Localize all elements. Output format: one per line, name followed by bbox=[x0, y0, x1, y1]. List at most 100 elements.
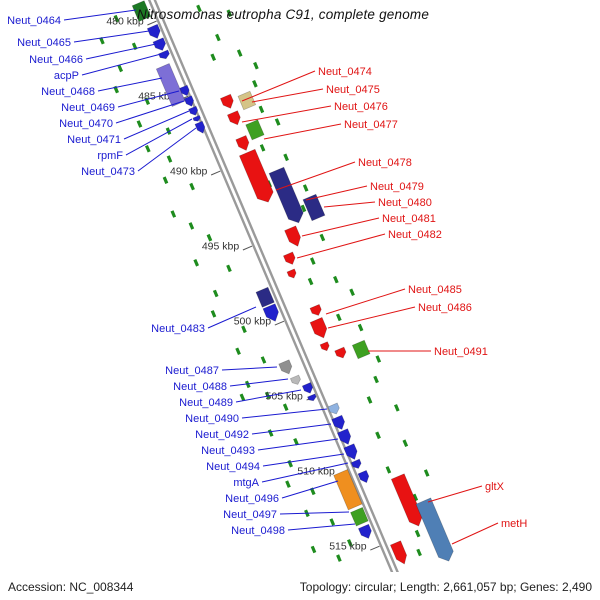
codon-mark bbox=[310, 257, 316, 265]
gene-label[interactable]: Neut_0481 bbox=[382, 213, 436, 225]
codon-mark bbox=[267, 429, 274, 437]
axis-tick bbox=[242, 245, 253, 251]
gene-label[interactable]: Neut_0474 bbox=[318, 66, 372, 78]
gene-label[interactable]: Neut_0476 bbox=[334, 101, 388, 113]
gene-Neut_0485[interactable] bbox=[309, 303, 322, 316]
gene-label[interactable]: Neut_0464 bbox=[7, 15, 61, 27]
gene-Neut_0482[interactable] bbox=[282, 251, 296, 265]
axis-tick bbox=[210, 170, 221, 176]
gene-Neut_0487[interactable] bbox=[278, 359, 293, 375]
gene-label[interactable]: Neut_0494 bbox=[206, 461, 260, 473]
gene-label[interactable]: Neut_0471 bbox=[67, 134, 121, 146]
gene-label[interactable]: Neut_0489 bbox=[179, 397, 233, 409]
gene-label[interactable]: Neut_0497 bbox=[223, 509, 277, 521]
gene-label[interactable]: Neut_0479 bbox=[370, 181, 424, 193]
gene-Neut_0466[interactable] bbox=[152, 37, 166, 51]
gene-Neut_0474[interactable] bbox=[219, 93, 234, 109]
gene-Neut_0471[interactable] bbox=[188, 105, 199, 116]
axis-tick-label: 495 kbp bbox=[202, 241, 240, 253]
gene-Neut_0494[interactable] bbox=[343, 443, 358, 460]
gene-label[interactable]: Neut_0482 bbox=[388, 229, 442, 241]
gene-label[interactable]: Neut_0486 bbox=[418, 302, 472, 314]
gene-label[interactable]: Neut_0473 bbox=[81, 166, 135, 178]
status-bar: Accession: NC_008344 Topology: circular;… bbox=[0, 573, 600, 600]
gene-label[interactable]: Neut_0485 bbox=[408, 284, 462, 296]
label-leader-line bbox=[281, 480, 339, 499]
gene-Neut_0490[interactable] bbox=[327, 402, 340, 415]
gene-Neut_0473[interactable] bbox=[194, 120, 206, 134]
gene-label[interactable]: Neut_0468 bbox=[41, 86, 95, 98]
gene-label[interactable]: gltX bbox=[485, 481, 505, 493]
gene-label[interactable]: Neut_0470 bbox=[59, 118, 113, 130]
gene-label[interactable]: Neut_0483 bbox=[151, 323, 205, 335]
gene-rpmF[interactable] bbox=[192, 114, 201, 122]
gene-Neut_0488[interactable] bbox=[289, 374, 301, 385]
gene-feature[interactable] bbox=[255, 286, 275, 308]
label-leader-line bbox=[305, 185, 368, 201]
gene-label[interactable]: rpmF bbox=[97, 150, 123, 162]
gene-label[interactable]: Neut_0492 bbox=[195, 429, 249, 441]
gene-label[interactable]: Neut_0466 bbox=[29, 54, 83, 66]
gene-Neut_0465[interactable] bbox=[146, 23, 161, 39]
gene-label[interactable]: acpP bbox=[54, 70, 79, 82]
codon-mark bbox=[253, 61, 259, 70]
gene-label[interactable]: Neut_0480 bbox=[378, 197, 432, 209]
gene-metH[interactable] bbox=[415, 497, 454, 562]
gene-label[interactable]: Neut_0475 bbox=[326, 84, 380, 96]
codon-mark bbox=[373, 375, 379, 384]
gene-label[interactable]: Neut_0488 bbox=[173, 381, 227, 393]
codon-mark bbox=[206, 233, 213, 242]
gene-Neut_0493[interactable] bbox=[336, 428, 352, 445]
gene-label[interactable]: Neut_0478 bbox=[358, 157, 412, 169]
gene-Neut_0480[interactable] bbox=[302, 193, 326, 222]
label-leader-line bbox=[207, 306, 257, 329]
gene-Neut_0489[interactable] bbox=[301, 382, 314, 394]
gene-feature[interactable] bbox=[307, 393, 317, 402]
gene-Neut_0486[interactable] bbox=[309, 316, 328, 339]
codon-mark bbox=[170, 210, 177, 218]
gene-feature[interactable] bbox=[351, 339, 371, 360]
gene-label[interactable]: Neut_0498 bbox=[231, 525, 285, 537]
axis-tick-label: 480 kbp bbox=[106, 16, 144, 28]
gene-feature[interactable] bbox=[389, 540, 407, 565]
gene-Neut_0477[interactable] bbox=[245, 119, 265, 141]
gene-label[interactable]: Neut_0469 bbox=[61, 102, 115, 114]
gene-Neut_0478[interactable] bbox=[238, 148, 274, 203]
gene-acpP[interactable] bbox=[158, 49, 170, 60]
codon-mark bbox=[402, 439, 409, 447]
gene-Neut_0483[interactable] bbox=[262, 303, 279, 322]
gene-label[interactable]: Neut_0491 bbox=[434, 346, 488, 358]
label-leader-line bbox=[257, 438, 339, 451]
gene-label[interactable]: mtgA bbox=[233, 477, 259, 489]
gene-feature[interactable] bbox=[235, 135, 250, 151]
gene-label[interactable]: Neut_0465 bbox=[17, 37, 71, 49]
codon-mark bbox=[336, 313, 342, 322]
gene-Neut_0469[interactable] bbox=[179, 84, 190, 97]
gene-label[interactable]: metH bbox=[501, 518, 527, 530]
axis-tick-label: 490 kbp bbox=[170, 166, 208, 178]
gene-Neut_0492[interactable] bbox=[331, 414, 345, 430]
gene-label[interactable]: Neut_0487 bbox=[165, 365, 219, 377]
label-leader-line bbox=[125, 118, 193, 156]
gene-Neut_0491[interactable] bbox=[334, 346, 347, 359]
gene-Neut_0481[interactable] bbox=[284, 225, 301, 247]
gene-feature[interactable] bbox=[286, 268, 297, 279]
gene-Neut_0496[interactable] bbox=[333, 469, 363, 511]
gene-label[interactable]: Neut_0477 bbox=[344, 119, 398, 131]
codon-mark bbox=[189, 182, 195, 191]
gene-Neut_0497[interactable] bbox=[350, 506, 369, 527]
gene-label[interactable]: Neut_0490 bbox=[185, 413, 239, 425]
gene-label[interactable]: Neut_0493 bbox=[201, 445, 255, 457]
gene-mtgA[interactable] bbox=[350, 458, 362, 469]
gene-Neut_0479[interactable] bbox=[268, 166, 304, 224]
gene-Neut_0464[interactable] bbox=[131, 0, 152, 22]
gene-feature[interactable] bbox=[319, 341, 330, 352]
gene-gltX[interactable] bbox=[390, 473, 423, 527]
gene-Neut_0498[interactable] bbox=[357, 523, 372, 539]
gene-feature[interactable] bbox=[357, 469, 370, 484]
gene-label[interactable]: Neut_0496 bbox=[225, 493, 279, 505]
gene-Neut_0470[interactable] bbox=[183, 95, 194, 107]
gene-Neut_0476[interactable] bbox=[226, 110, 241, 126]
gene-Neut_0475[interactable] bbox=[237, 90, 257, 111]
